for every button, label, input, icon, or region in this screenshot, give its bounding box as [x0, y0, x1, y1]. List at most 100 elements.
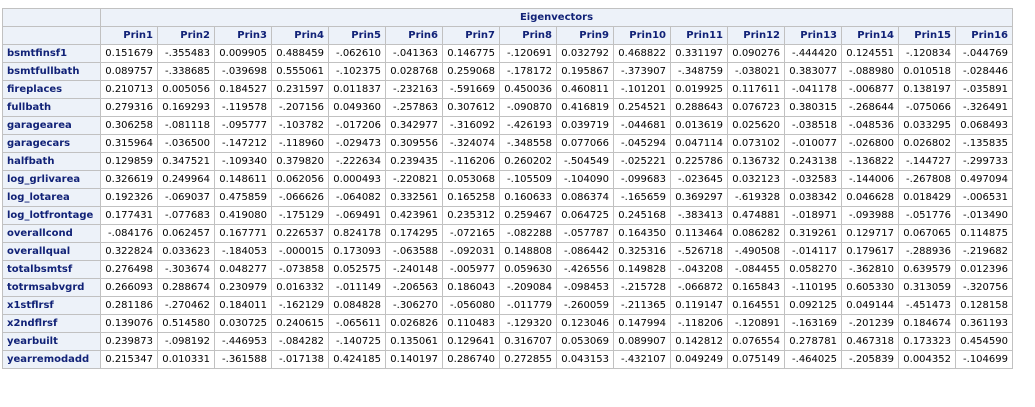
table-cell: -.220821: [385, 170, 443, 189]
table-cell: -.201239: [841, 314, 899, 333]
table-cell: -.084455: [727, 260, 785, 279]
table-cell: 0.039719: [556, 116, 614, 135]
table-cell: 0.383077: [784, 62, 842, 81]
table-cell: 0.067065: [898, 224, 956, 243]
table-cell: 0.151679: [100, 44, 158, 63]
table-cell: -.444420: [784, 44, 842, 63]
table-cell: 0.113464: [670, 224, 728, 243]
table-cell: -.103782: [271, 116, 329, 135]
table-cell: 0.160633: [499, 188, 557, 207]
table-row: overallqual 0.322824 0.033623 -.184053 -.000…: [2, 242, 1013, 261]
table-cell: 0.059630: [499, 260, 557, 279]
table-cell: -.011149: [328, 278, 386, 297]
table-cell: 0.030725: [214, 314, 272, 333]
table-cell: -.066872: [670, 278, 728, 297]
table-cell: 0.089907: [613, 332, 671, 351]
table-cell: 0.325316: [613, 242, 671, 261]
table-cell: -.057787: [556, 224, 614, 243]
table-cell: -.062610: [328, 44, 386, 63]
column-header-prin9: Prin9: [556, 26, 614, 45]
row-header: yearremodadd: [2, 350, 101, 369]
table-cell: 0.179617: [841, 242, 899, 261]
table-cell: -.000015: [271, 242, 329, 261]
table-row: overallcond -.084176 0.062457 0.167771 0.226…: [2, 224, 1013, 243]
table-cell: -.048536: [841, 116, 899, 135]
eigenvectors-output: Eigenvectors Prin1 Prin2 Prin3 Prin4 Prin5 Pr…: [2, 8, 1013, 369]
table-cell: 0.225786: [670, 152, 728, 171]
table-cell: -.464025: [784, 350, 842, 369]
table-cell: 0.090276: [727, 44, 785, 63]
table-cell: -.025221: [613, 152, 671, 171]
row-header: totalbsmtsf: [2, 260, 101, 279]
table-cell: 0.259068: [442, 62, 500, 81]
table-cell: 0.307612: [442, 98, 500, 117]
table-cell: 0.010518: [898, 62, 956, 81]
table-cell: -.017206: [328, 116, 386, 135]
title-row: Eigenvectors: [2, 8, 1013, 27]
table-cell: -.029473: [328, 134, 386, 153]
table-cell: -.240148: [385, 260, 443, 279]
table-cell: -.101201: [613, 80, 671, 99]
table-cell: 0.077066: [556, 134, 614, 153]
row-header: log_lotarea: [2, 188, 101, 207]
table-cell: -.165659: [613, 188, 671, 207]
column-header-prin13: Prin13: [784, 26, 842, 45]
table-cell: 0.092125: [784, 296, 842, 315]
table-cell: 0.032123: [727, 170, 785, 189]
table-cell: -.116206: [442, 152, 500, 171]
table-cell: -.316092: [442, 116, 500, 135]
table-cell: -.140725: [328, 332, 386, 351]
table-cell: 0.049360: [328, 98, 386, 117]
table-cell: -.338685: [157, 62, 215, 81]
table-cell: -.619328: [727, 188, 785, 207]
row-header: overallcond: [2, 224, 101, 243]
table-cell: 0.210713: [100, 80, 158, 99]
table-row: log_grlivarea 0.326619 0.249964 0.148611 0.0…: [2, 170, 1013, 189]
table-cell: 0.129717: [841, 224, 899, 243]
table-cell: 0.475859: [214, 188, 272, 207]
table-cell: -.032583: [784, 170, 842, 189]
table-cell: 0.423961: [385, 206, 443, 225]
table-cell: -.163169: [784, 314, 842, 333]
table-cell: 0.129641: [442, 332, 500, 351]
table-cell: -.082288: [499, 224, 557, 243]
table-cell: 0.240615: [271, 314, 329, 333]
table-cell: 0.147994: [613, 314, 671, 333]
table-cell: -.018971: [784, 206, 842, 225]
table-cell: 0.140197: [385, 350, 443, 369]
table-cell: 0.254521: [613, 98, 671, 117]
table-cell: 0.488459: [271, 44, 329, 63]
table-cell: 0.128158: [955, 296, 1013, 315]
table-cell: 0.245168: [613, 206, 671, 225]
table-cell: 0.165258: [442, 188, 500, 207]
table-cell: -.063588: [385, 242, 443, 261]
table-cell: -.215728: [613, 278, 671, 297]
table-row: garagearea 0.306258 -.081118 -.095777 -.1037…: [2, 116, 1013, 135]
table-cell: 0.474881: [727, 206, 785, 225]
table-cell: -.362810: [841, 260, 899, 279]
table-cell: -.104699: [955, 350, 1013, 369]
table-cell: 0.046628: [841, 188, 899, 207]
table-cell: 0.043153: [556, 350, 614, 369]
row-header: x1stflrsf: [2, 296, 101, 315]
column-header-prin14: Prin14: [841, 26, 899, 45]
table-cell: -.270462: [157, 296, 215, 315]
table-cell: 0.379820: [271, 152, 329, 171]
table-cell: -.504549: [556, 152, 614, 171]
table-cell: 0.309556: [385, 134, 443, 153]
table-cell: 0.138197: [898, 80, 956, 99]
table-cell: -.010077: [784, 134, 842, 153]
table-cell: 0.243138: [784, 152, 842, 171]
table-cell: -.432107: [613, 350, 671, 369]
table-cell: 0.215347: [100, 350, 158, 369]
table-cell: -.232163: [385, 80, 443, 99]
corner-cell: [2, 26, 101, 45]
table-title: Eigenvectors: [100, 8, 1013, 27]
table-cell: 0.053068: [442, 170, 500, 189]
table-cell: 0.119147: [670, 296, 728, 315]
table-cell: 0.347521: [157, 152, 215, 171]
table-cell: 0.230979: [214, 278, 272, 297]
table-cell: 0.005056: [157, 80, 215, 99]
table-cell: 0.000493: [328, 170, 386, 189]
table-cell: 0.288674: [157, 278, 215, 297]
